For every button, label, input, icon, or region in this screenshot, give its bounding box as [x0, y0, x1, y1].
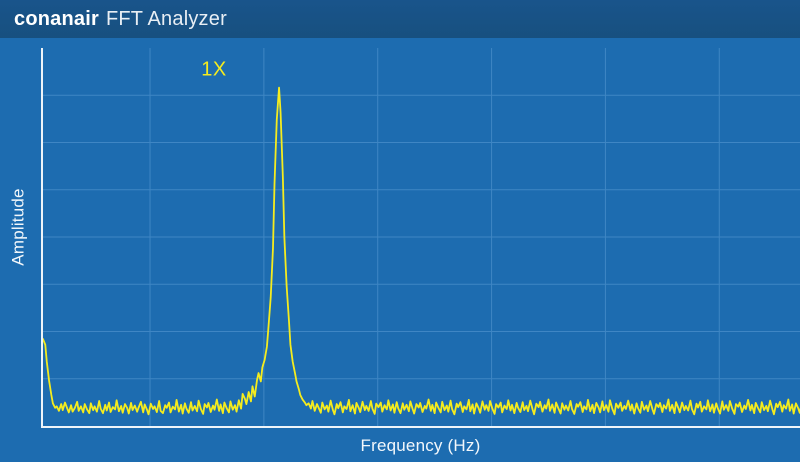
y-axis-label-text: Amplitude — [9, 188, 28, 266]
y-axis-label: Amplitude — [0, 38, 38, 416]
x-axis-label: Frequency (Hz) — [360, 436, 481, 455]
page-title: FFT Analyzer — [105, 7, 227, 30]
plot-area[interactable] — [41, 48, 800, 428]
chart-gridlines — [43, 48, 800, 426]
spectrum-trace — [43, 48, 800, 426]
peak-annotation-1x: 1X — [201, 58, 227, 81]
app-header: conanair FFT Analyzer — [0, 0, 800, 38]
brand-name: conanair — [14, 7, 99, 30]
chart-container: Amplitude Frequency (Hz) 1X — [0, 38, 800, 462]
